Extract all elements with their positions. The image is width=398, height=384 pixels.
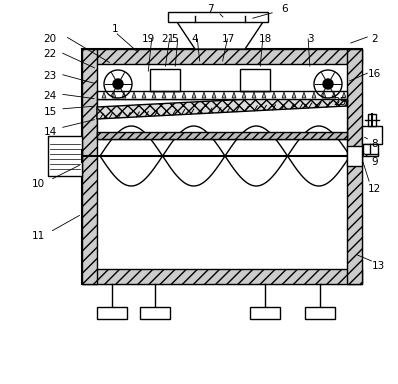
Text: 8: 8 <box>372 139 378 149</box>
Bar <box>150 69 180 91</box>
Text: 19: 19 <box>141 34 155 44</box>
Polygon shape <box>112 92 116 98</box>
Bar <box>140 307 170 319</box>
Polygon shape <box>342 92 346 98</box>
Polygon shape <box>175 19 265 49</box>
Bar <box>97 99 347 139</box>
Polygon shape <box>182 92 186 98</box>
Text: 9: 9 <box>372 157 378 167</box>
Bar <box>368 114 376 126</box>
Polygon shape <box>97 132 347 139</box>
Text: 14: 14 <box>43 127 57 137</box>
Polygon shape <box>97 94 347 119</box>
Bar <box>168 12 268 22</box>
Circle shape <box>113 79 123 89</box>
Bar <box>97 91 347 99</box>
Polygon shape <box>122 92 126 98</box>
Bar <box>97 64 347 269</box>
Text: 25: 25 <box>334 97 347 107</box>
Text: 16: 16 <box>367 69 380 79</box>
Text: 11: 11 <box>31 231 45 241</box>
Text: 7: 7 <box>207 4 213 14</box>
Bar <box>362 126 382 144</box>
Polygon shape <box>222 92 226 98</box>
Text: 21: 21 <box>161 34 175 44</box>
Polygon shape <box>142 92 146 98</box>
Bar <box>347 146 362 166</box>
Text: 23: 23 <box>43 71 57 81</box>
Polygon shape <box>152 92 156 98</box>
Bar <box>97 307 127 319</box>
Polygon shape <box>212 92 216 98</box>
Circle shape <box>323 79 333 89</box>
Polygon shape <box>262 92 266 98</box>
Bar <box>363 144 378 156</box>
Text: 10: 10 <box>31 179 45 189</box>
Text: 4: 4 <box>192 34 198 44</box>
Polygon shape <box>132 92 136 98</box>
Text: 12: 12 <box>367 184 380 194</box>
Polygon shape <box>82 49 362 64</box>
Bar <box>250 307 280 319</box>
Polygon shape <box>102 92 106 98</box>
Polygon shape <box>192 92 196 98</box>
Text: 17: 17 <box>221 34 235 44</box>
Text: 18: 18 <box>258 34 271 44</box>
Text: 3: 3 <box>307 34 313 44</box>
Polygon shape <box>82 269 362 284</box>
Bar <box>48 136 82 176</box>
Polygon shape <box>202 92 206 98</box>
Polygon shape <box>347 49 362 284</box>
Polygon shape <box>252 92 256 98</box>
Text: 6: 6 <box>282 4 288 14</box>
Text: 24: 24 <box>43 91 57 101</box>
Polygon shape <box>162 92 166 98</box>
Polygon shape <box>82 49 97 284</box>
Text: 1: 1 <box>112 24 118 34</box>
Text: 13: 13 <box>371 261 384 271</box>
Polygon shape <box>302 92 306 98</box>
Polygon shape <box>292 92 296 98</box>
Text: 5: 5 <box>172 34 178 44</box>
Polygon shape <box>272 92 276 98</box>
Polygon shape <box>232 92 236 98</box>
Polygon shape <box>282 92 286 98</box>
Text: 22: 22 <box>43 49 57 59</box>
Polygon shape <box>312 92 316 98</box>
Text: 20: 20 <box>43 34 57 44</box>
Polygon shape <box>332 92 336 98</box>
Bar <box>82 49 362 284</box>
Bar <box>305 307 335 319</box>
Text: 15: 15 <box>43 107 57 117</box>
Text: 2: 2 <box>372 34 378 44</box>
Polygon shape <box>322 92 326 98</box>
Polygon shape <box>172 92 176 98</box>
Polygon shape <box>242 92 246 98</box>
Bar <box>240 69 270 91</box>
